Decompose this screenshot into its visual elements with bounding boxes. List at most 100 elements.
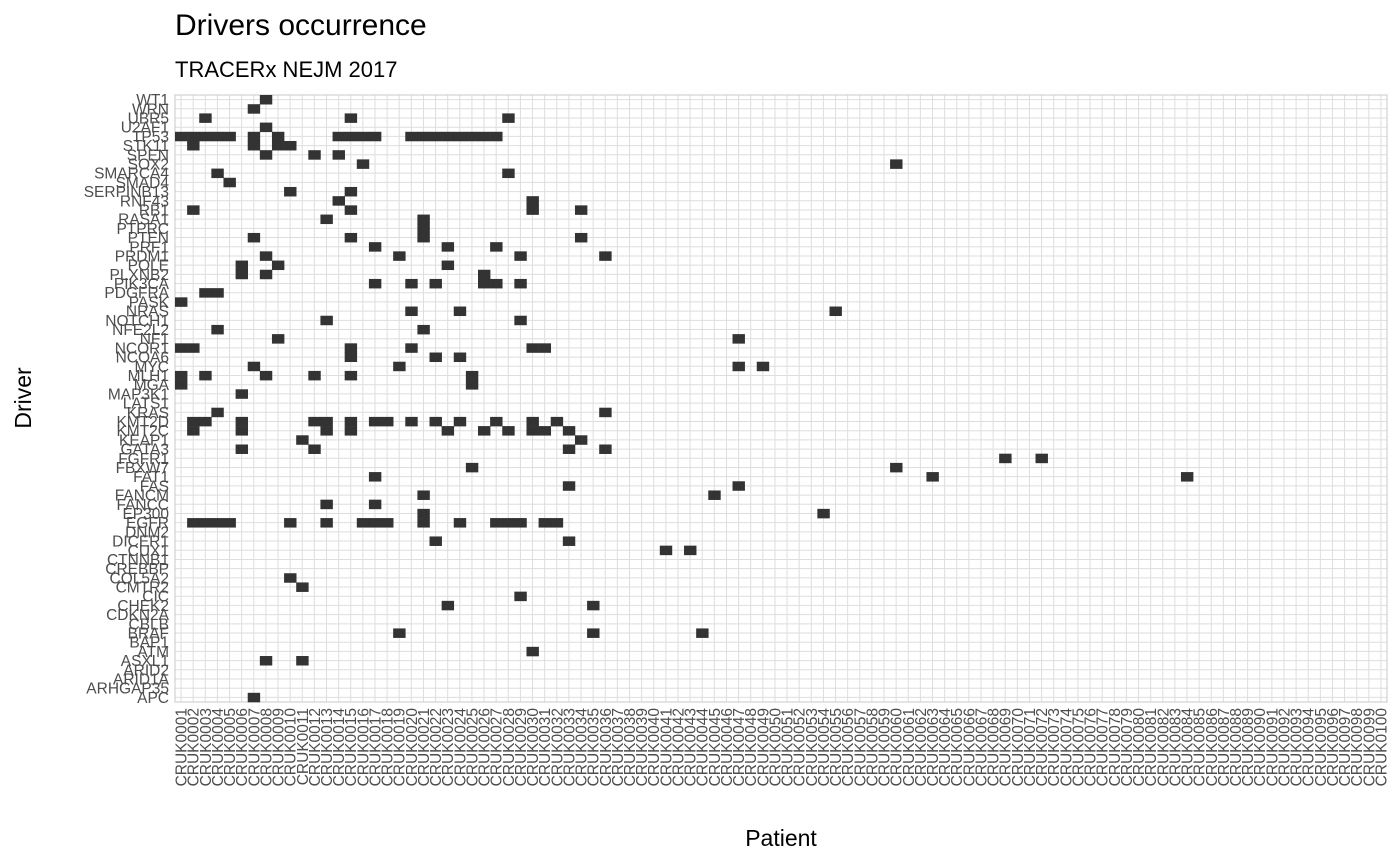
- x-tick-label: CRUK0068: [986, 708, 1003, 786]
- x-tick-label: CRUK0022: [428, 708, 445, 786]
- x-tick-label: CRUK0031: [537, 708, 554, 786]
- y-tick-label: NCOA6: [116, 350, 169, 367]
- heatmap-cell: [732, 334, 745, 344]
- x-tick-label: CRUK0012: [307, 708, 324, 786]
- x-tick-label: CRUK0091: [1264, 708, 1281, 786]
- y-tick-label: SOX2: [128, 156, 169, 173]
- heatmap-cell: [562, 426, 576, 436]
- x-tick-label: CRUK0065: [949, 708, 966, 786]
- heatmap-cell: [453, 416, 467, 427]
- y-tick-label: POLE: [128, 258, 169, 275]
- heatmap-cell: [223, 177, 236, 188]
- heatmap-cell: [599, 407, 612, 418]
- heatmap-cell: [344, 416, 358, 427]
- heatmap-cell: [344, 352, 358, 363]
- heatmap-cell: [381, 416, 394, 427]
- heatmap-cell: [429, 536, 442, 546]
- heatmap-cell: [417, 490, 430, 500]
- heatmap-cell: [211, 407, 224, 418]
- heatmap-cell: [526, 646, 539, 657]
- heatmap-cell: [247, 140, 261, 151]
- heatmap-cell: [999, 453, 1012, 464]
- y-tick-label: FAS: [140, 478, 169, 495]
- heatmap-cell: [890, 159, 903, 169]
- x-tick-label: CRUK0100: [1373, 708, 1390, 787]
- x-tick-label: CRUK0097: [1337, 708, 1354, 786]
- heatmap-cell: [453, 518, 467, 528]
- heatmap-cell: [684, 545, 697, 556]
- y-tick-label: PDGFRA: [104, 285, 169, 302]
- heatmap-cell: [441, 426, 455, 436]
- heatmap-cell: [478, 269, 491, 280]
- heatmap-cell: [344, 186, 358, 197]
- x-tick-label: CRUK0034: [574, 708, 591, 787]
- y-tick-label: RB1: [139, 202, 169, 219]
- x-tick-label: CRUK0096: [1325, 708, 1342, 786]
- x-tick-label: CRUK0055: [828, 708, 845, 786]
- heatmap-cell: [308, 416, 321, 427]
- x-tick-label: CRUK0060: [889, 708, 906, 787]
- y-tick-label: LATS1: [123, 396, 169, 413]
- heatmap-cell: [1035, 453, 1048, 464]
- heatmap-cell: [235, 444, 249, 454]
- x-tick-label: CRUK0087: [1216, 708, 1233, 786]
- heatmap-cell: [199, 288, 212, 298]
- x-tick-label: CRUK0036: [598, 708, 615, 786]
- y-tick-label: ARID2: [123, 662, 169, 679]
- x-tick-label: CRUK0020: [404, 708, 421, 787]
- heatmap-cell: [247, 104, 261, 114]
- heatmap-cell: [211, 288, 224, 298]
- plot-panel: [175, 95, 1387, 702]
- x-tick-label: CRUK0033: [561, 708, 578, 786]
- heatmap-cell: [514, 251, 527, 261]
- heatmap-cell: [478, 426, 491, 436]
- heatmap-cell: [441, 260, 455, 271]
- x-tick-label: CRUK0081: [1143, 708, 1160, 786]
- heatmap-cell: [344, 426, 358, 436]
- y-tick-label: FAT1: [133, 469, 169, 486]
- heatmap-cell: [490, 242, 503, 252]
- y-tick-label: EGFR: [126, 515, 169, 532]
- x-tick-label: CRUK0099: [1361, 708, 1378, 786]
- x-tick-label: CRUK0076: [1083, 708, 1100, 786]
- x-tick-label: CRUK0061: [901, 708, 918, 786]
- x-tick-label: CRUK0078: [1107, 708, 1124, 786]
- x-tick-label: CRUK0063: [925, 708, 942, 786]
- heatmap-cell: [405, 416, 418, 427]
- y-tick-label: PIK3CA: [114, 276, 170, 293]
- heatmap-cell: [514, 278, 527, 289]
- x-tick-label: CRUK0035: [586, 708, 603, 786]
- heatmap-cell: [429, 131, 442, 142]
- y-tick-label: KMT2D: [116, 414, 169, 431]
- x-tick-label: CRUK0058: [864, 708, 881, 786]
- x-tick-label: CRUK0088: [1228, 708, 1245, 786]
- heatmap-cell: [502, 518, 515, 528]
- heatmap-cell: [284, 573, 297, 583]
- heatmap-cell: [502, 168, 515, 179]
- y-tick-label: SMARCA4: [94, 166, 169, 183]
- x-tick-label: CRUK0041: [658, 708, 675, 786]
- heatmap-cell: [405, 343, 418, 353]
- heatmap-cell: [223, 131, 236, 142]
- x-tick-label: CRUK0028: [501, 708, 518, 786]
- y-tick-label: BRAF: [128, 626, 169, 643]
- heatmap-cell: [453, 131, 467, 142]
- heatmap-cell: [235, 426, 249, 436]
- heatmap-cell: [259, 251, 273, 261]
- y-tick-label: NFE2L2: [112, 322, 169, 339]
- y-tick-label: MLH1: [128, 368, 169, 385]
- x-tick-label: CRUK0086: [1204, 708, 1221, 786]
- heatmap-cell: [320, 426, 333, 436]
- heatmap-cell: [271, 131, 285, 142]
- y-tick-label: KRAS: [127, 405, 169, 422]
- x-tick-label: CRUK0002: [186, 708, 203, 786]
- heatmap-cell: [199, 113, 212, 123]
- heatmap-cell: [344, 232, 358, 243]
- y-tick-label: EP300: [122, 506, 169, 523]
- y-tick-label: PLXNB2: [110, 267, 169, 284]
- x-tick-label: CRUK0072: [1034, 708, 1051, 786]
- x-tick-label: CRUK0074: [1058, 708, 1075, 787]
- heatmap-cell: [175, 297, 188, 307]
- y-tick-label: COL5A2: [110, 570, 169, 587]
- heatmap-cell: [211, 518, 224, 528]
